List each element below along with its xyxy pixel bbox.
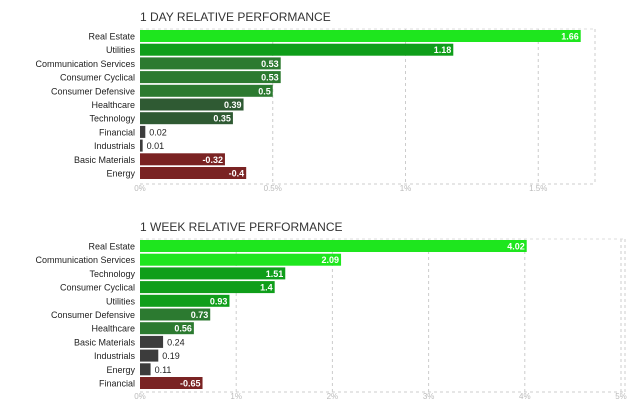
category-label: Basic Materials xyxy=(74,337,136,347)
bar xyxy=(140,167,247,179)
x-tick-label: 0.5% xyxy=(264,184,282,193)
value-label: 0.01 xyxy=(147,141,165,151)
x-tick-label: 1% xyxy=(400,184,412,193)
bar xyxy=(140,139,143,152)
value-label: 1.51 xyxy=(266,269,284,279)
x-tick-label: 0% xyxy=(134,392,146,401)
value-label: 0.56 xyxy=(174,324,192,334)
value-label: 0.73 xyxy=(191,310,209,320)
value-label: 0.19 xyxy=(162,351,180,361)
category-label: Financial xyxy=(99,379,135,389)
category-label: Technology xyxy=(89,114,135,124)
x-tick-label: 1% xyxy=(230,392,242,401)
chart-title: 1 WEEK RELATIVE PERFORMANCE xyxy=(140,220,342,234)
value-label: 0.93 xyxy=(210,296,228,306)
bar xyxy=(140,98,244,111)
value-label: 0.02 xyxy=(149,127,167,137)
category-label: Consumer Defensive xyxy=(51,86,135,96)
bar xyxy=(140,308,211,321)
x-tick-label: 5% xyxy=(615,392,627,401)
category-label: Real Estate xyxy=(88,32,135,42)
x-tick-label: 4% xyxy=(519,392,531,401)
x-tick-label: 0% xyxy=(134,184,146,193)
bar xyxy=(140,43,454,56)
category-label: Utilities xyxy=(106,296,136,306)
bar xyxy=(140,71,281,84)
x-tick-label: 1.5% xyxy=(529,184,547,193)
bar xyxy=(140,363,151,376)
value-label: 0.35 xyxy=(213,114,231,124)
value-label: 0.5 xyxy=(258,86,271,96)
bar xyxy=(140,377,203,389)
value-label: -0.65 xyxy=(180,379,201,389)
category-label: Healthcare xyxy=(91,100,135,110)
x-tick-label: 3% xyxy=(423,392,435,401)
category-label: Consumer Defensive xyxy=(51,310,135,320)
bar xyxy=(140,125,146,138)
value-label: 0.53 xyxy=(261,59,279,69)
value-label: 0.11 xyxy=(155,365,172,375)
bar xyxy=(140,267,286,280)
bar xyxy=(140,84,273,97)
value-label: 0.24 xyxy=(167,337,185,347)
chart-1: 1 DAY RELATIVE PERFORMANCE Real Estate 1.6… xyxy=(35,10,596,193)
bar xyxy=(140,30,581,42)
bar xyxy=(140,335,164,348)
category-label: Technology xyxy=(89,269,135,279)
category-label: Communication Services xyxy=(35,255,135,265)
chart-2: 1 WEEK RELATIVE PERFORMANCE Real Estate 4.… xyxy=(35,220,626,401)
bar xyxy=(140,281,275,294)
category-label: Industrials xyxy=(94,351,136,361)
bar xyxy=(140,153,225,166)
category-label: Communication Services xyxy=(35,59,135,69)
x-tick-label: 2% xyxy=(327,392,339,401)
category-label: Basic Materials xyxy=(74,155,136,165)
category-label: Consumer Cyclical xyxy=(60,283,135,293)
bar xyxy=(140,322,194,335)
bar xyxy=(140,349,159,362)
chart-title: 1 DAY RELATIVE PERFORMANCE xyxy=(140,10,331,24)
value-label: 2.09 xyxy=(322,255,340,265)
category-label: Energy xyxy=(106,365,135,375)
value-label: 1.18 xyxy=(434,45,452,55)
category-label: Financial xyxy=(99,127,135,137)
category-label: Utilities xyxy=(106,45,136,55)
value-label: -0.4 xyxy=(229,169,245,179)
bar xyxy=(140,57,281,70)
value-label: 1.66 xyxy=(561,32,579,42)
category-label: Industrials xyxy=(94,141,136,151)
category-label: Consumer Cyclical xyxy=(60,73,135,83)
value-label: -0.32 xyxy=(202,155,223,165)
value-label: 0.39 xyxy=(224,100,242,110)
bar xyxy=(140,112,233,125)
category-label: Healthcare xyxy=(91,324,135,334)
bar xyxy=(140,294,230,307)
value-label: 0.53 xyxy=(261,73,279,83)
bar xyxy=(140,240,527,252)
category-label: Energy xyxy=(106,169,135,179)
bar xyxy=(140,253,342,266)
value-label: 1.4 xyxy=(260,283,273,293)
value-label: 4.02 xyxy=(507,242,525,252)
category-label: Real Estate xyxy=(88,242,135,252)
